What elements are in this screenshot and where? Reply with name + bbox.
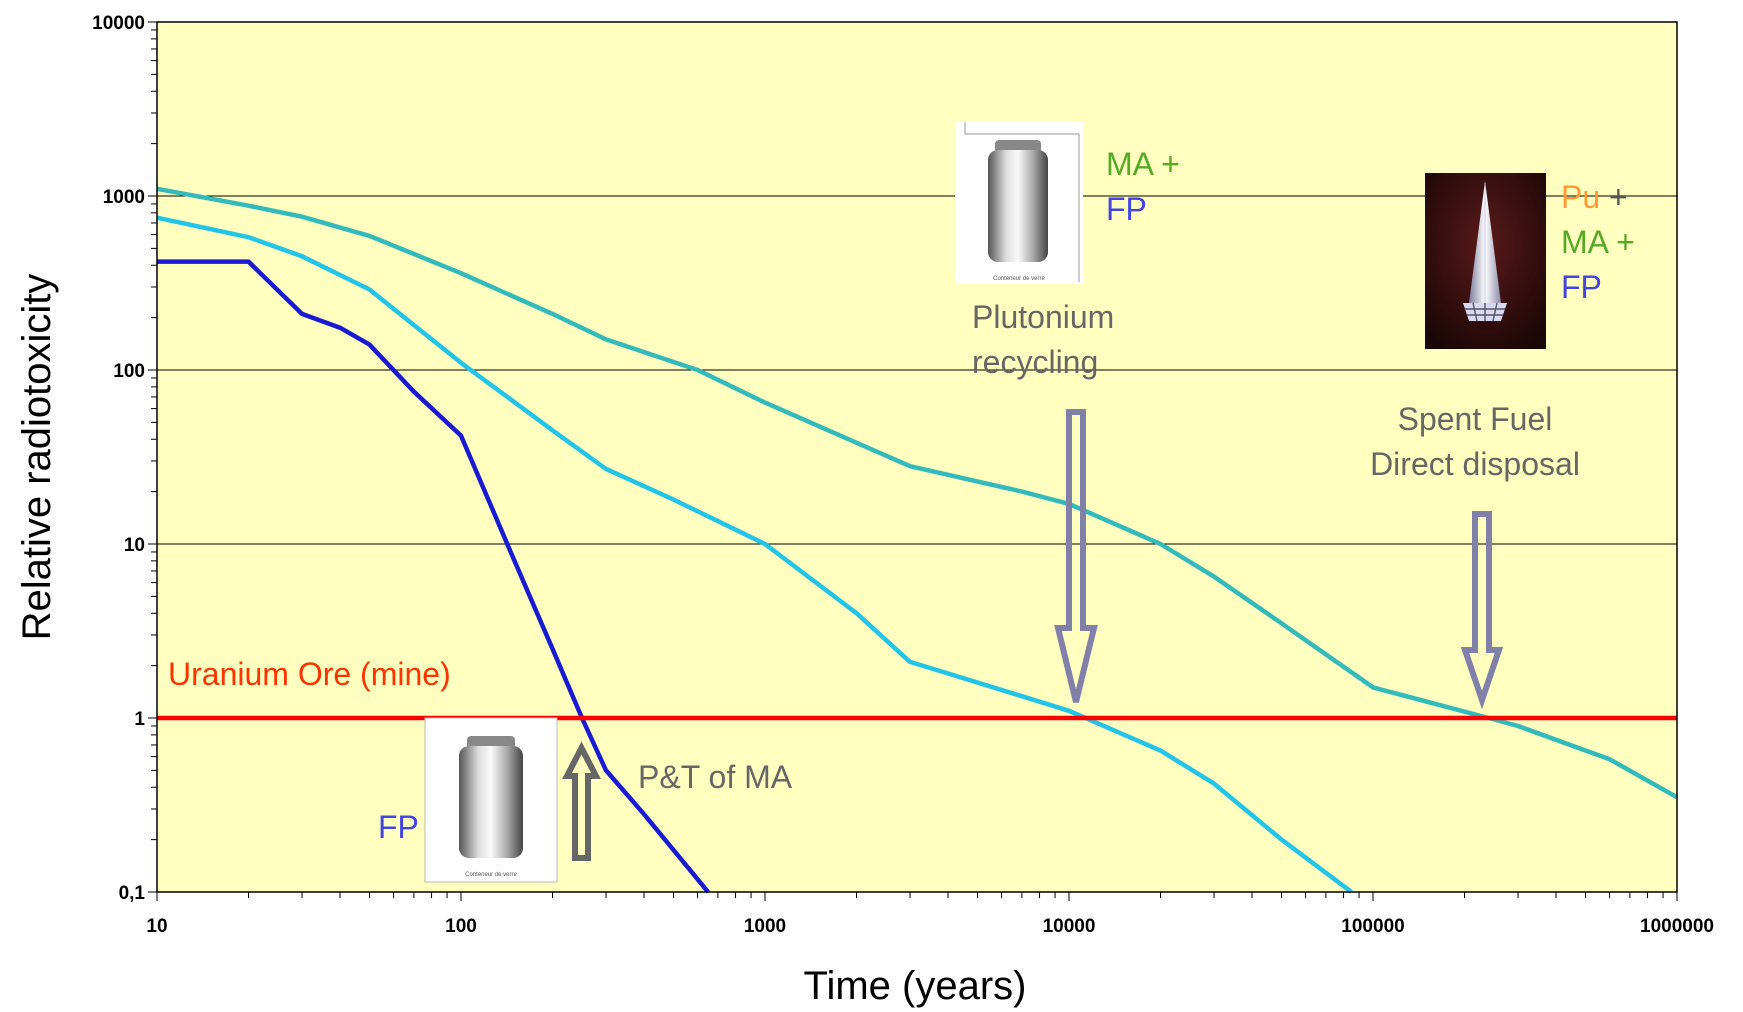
- recycling-label: recycling: [972, 344, 1098, 380]
- spent-fuel-label: Spent Fuel: [1398, 401, 1553, 437]
- fp-label-right: FP: [1561, 269, 1602, 305]
- x-tick-label: 10: [146, 916, 167, 937]
- y-tick-label: 10: [124, 535, 145, 556]
- series-line-2: [157, 259, 710, 894]
- pu-label: Pu: [1561, 179, 1600, 215]
- y-tick-label: 0,1: [119, 883, 146, 904]
- glass-canister-image-top: Conteneur de verre: [955, 122, 1083, 284]
- pu-plus-label: Pu +: [1561, 179, 1628, 215]
- uranium-ore-label: Uranium Ore (mine): [168, 656, 451, 692]
- plus-label: +: [1600, 179, 1628, 215]
- minor-ticks: [148, 21, 1678, 901]
- series-line-0: [156, 186, 1679, 800]
- fp-label-mid: FP: [1106, 191, 1147, 227]
- pt-ma-arrow: [562, 741, 601, 861]
- y-tick-label: 100: [113, 361, 145, 382]
- x-tick-label: 100: [445, 916, 477, 937]
- series-line-1: [156, 215, 1353, 894]
- fuel-assembly-image: [1425, 173, 1546, 349]
- ma-plus-label-right: MA +: [1561, 224, 1635, 260]
- tick-labels: 10 100 1000 10000 100000 1000000 0,1 1 10 100 1000…: [92, 13, 1714, 937]
- x-tick-label: 1000: [744, 916, 786, 937]
- plutonium-label: Plutonium: [972, 299, 1114, 335]
- direct-disposal-label: Direct disposal: [1370, 446, 1580, 482]
- x-axis-title: Time (years): [804, 964, 1027, 1008]
- plutonium-arrow: [1054, 409, 1098, 703]
- x-tick-label: 1000000: [1640, 916, 1714, 937]
- plot-background: [157, 22, 1677, 892]
- glass-canister-image: Conteneur de verre: [424, 717, 558, 883]
- y-tick-label: 1: [134, 709, 145, 730]
- x-tick-label: 100000: [1341, 916, 1404, 937]
- y-tick-label: 10000: [92, 13, 145, 34]
- canister-caption: Conteneur de verre: [465, 872, 517, 878]
- pt-ma-label: P&T of MA: [638, 759, 793, 795]
- y-axis-title: Relative radiotoxicity: [15, 274, 59, 641]
- spent-fuel-arrow: [1460, 511, 1504, 710]
- fp-label-low: FP: [378, 809, 419, 845]
- series-layer: [156, 186, 1679, 894]
- y-tick-label: 1000: [103, 187, 145, 208]
- ma-plus-label: MA +: [1106, 146, 1180, 182]
- x-tick-label: 10000: [1043, 916, 1096, 937]
- plot-frame: [156, 21, 1678, 893]
- canister-caption-top: Conteneur de verre: [993, 276, 1045, 282]
